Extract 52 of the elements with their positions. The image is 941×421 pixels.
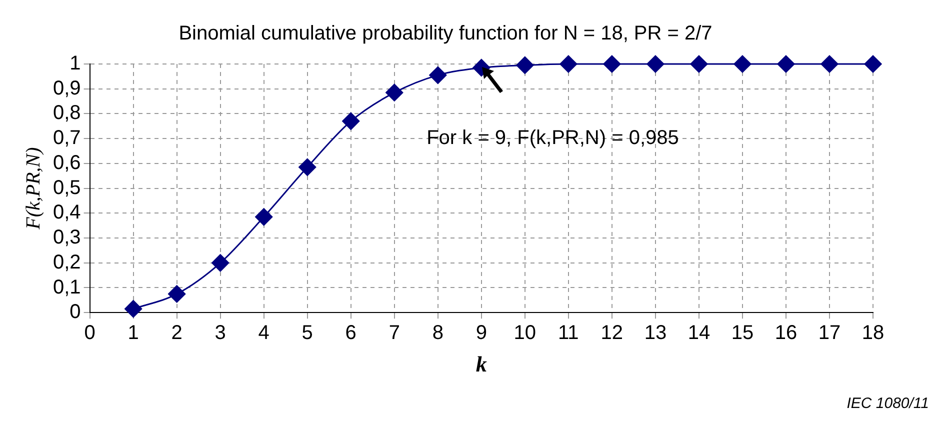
- y-tick-label: 0,9: [52, 77, 81, 100]
- x-tick-label: 13: [644, 322, 667, 344]
- point: [734, 55, 752, 73]
- y-tick-label: 0,2: [52, 251, 81, 274]
- y-tick-label: 1: [70, 52, 81, 75]
- y-tick-label: 0,3: [52, 226, 81, 249]
- x-tick-label: 5: [302, 322, 313, 344]
- y-tick-label: 0,7: [52, 127, 81, 150]
- point: [690, 55, 708, 73]
- point: [516, 56, 534, 74]
- x-tick-label: 11: [558, 322, 579, 344]
- x-tick-label: 0: [84, 322, 96, 344]
- y-tick-label: 0,8: [52, 102, 81, 124]
- x-tick-label: 14: [688, 322, 710, 344]
- y-tick-label: 0,4: [52, 202, 81, 224]
- y-axis-title: F(k,PR,N): [22, 146, 44, 230]
- point: [777, 55, 795, 73]
- x-tick-label: 2: [171, 322, 182, 344]
- x-axis-title: k: [476, 351, 487, 376]
- point: [386, 84, 404, 102]
- chart-title: Binomial cumulative probability function for N = 18, PR = 2/7: [178, 22, 712, 45]
- x-tick-label: 1: [128, 322, 139, 344]
- x-tick-label: 4: [258, 322, 270, 344]
- x-tick-label: 15: [731, 322, 754, 344]
- y-tick-label: 0: [70, 301, 81, 324]
- point: [560, 55, 578, 73]
- x-tick-label: 18: [862, 322, 884, 344]
- point: [603, 55, 621, 73]
- x-tick-label: 16: [774, 322, 798, 344]
- x-tick-label: 6: [345, 322, 356, 344]
- point: [342, 112, 360, 130]
- x-tick-label: 7: [388, 322, 400, 344]
- x-tick-label: 17: [818, 322, 841, 344]
- point: [168, 285, 186, 303]
- x-tick-label: 12: [600, 322, 624, 344]
- point: [429, 66, 447, 84]
- y-tick-label: 0,6: [52, 152, 81, 174]
- x-tick-label: 8: [432, 322, 444, 344]
- point: [646, 55, 664, 73]
- y-tick-label: 0,1: [52, 276, 81, 298]
- text: IEC 1080/11: [846, 395, 929, 412]
- x-tick-label: 9: [476, 322, 487, 344]
- point: [124, 300, 142, 318]
- x-tick-label: 3: [214, 322, 226, 344]
- x-tick-label: 10: [514, 322, 536, 344]
- point: [820, 55, 838, 73]
- point: [864, 55, 882, 73]
- point: [298, 158, 316, 176]
- point: [212, 254, 230, 272]
- annotation: For k = 9, F(k,PR,N) = 0,985: [426, 127, 679, 150]
- point: [255, 208, 273, 226]
- y-tick-label: 0,5: [52, 176, 81, 199]
